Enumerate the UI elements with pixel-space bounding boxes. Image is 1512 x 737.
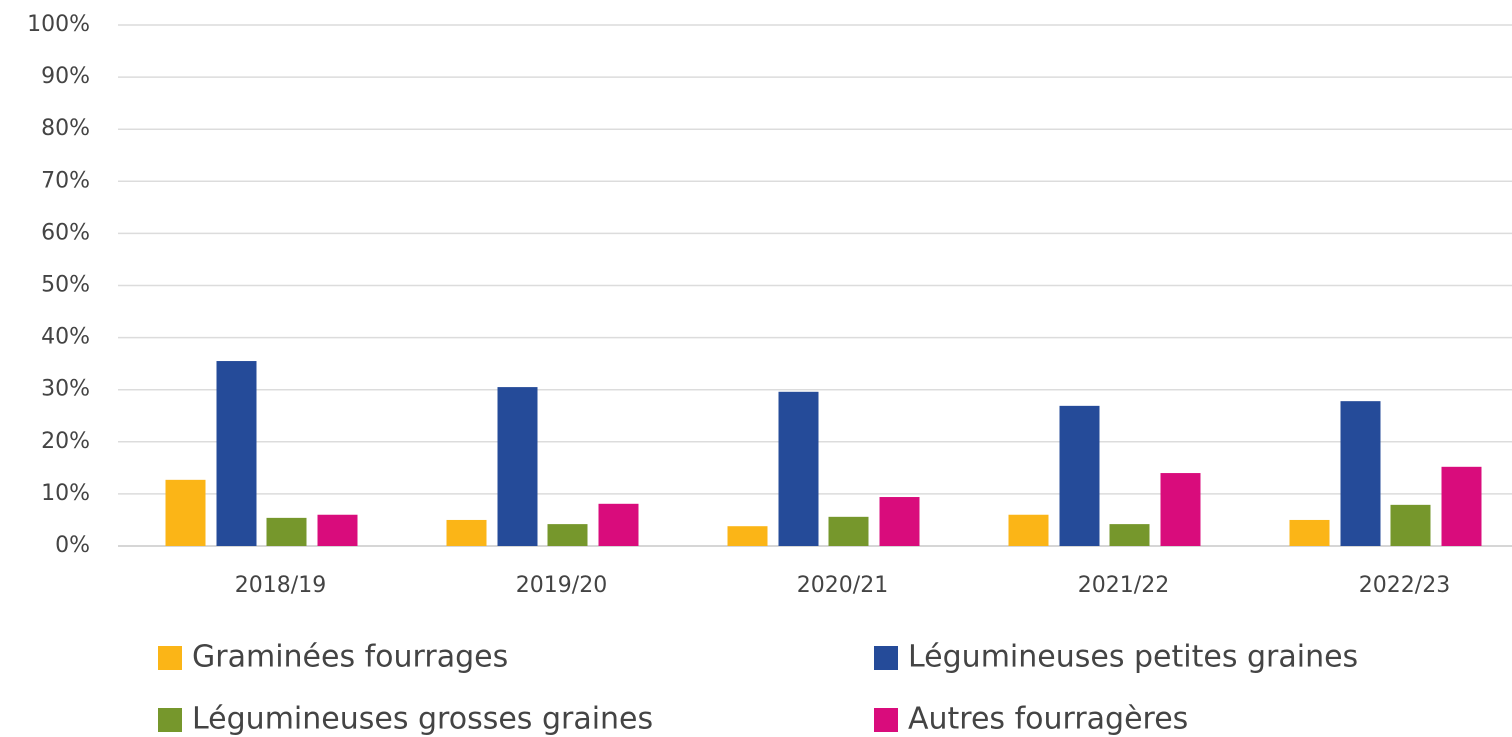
y-tick-label: 10% bbox=[41, 481, 90, 506]
bar bbox=[828, 516, 869, 546]
legend-label: Autres fourragères bbox=[908, 702, 1188, 737]
bar bbox=[598, 503, 639, 546]
y-tick-label: 70% bbox=[41, 168, 90, 193]
bar bbox=[727, 526, 768, 546]
bar bbox=[1059, 405, 1100, 546]
y-tick-label: 90% bbox=[41, 64, 90, 89]
y-tick-label: 40% bbox=[41, 325, 90, 350]
legend-swatch bbox=[158, 646, 182, 670]
legend-label: Légumineuses grosses graines bbox=[192, 702, 653, 737]
x-tick-label: 2020/21 bbox=[797, 573, 888, 598]
legend-label: Graminées fourrages bbox=[192, 640, 508, 675]
bar bbox=[317, 514, 358, 546]
y-tick-label: 60% bbox=[41, 220, 90, 245]
legend-label: Légumineuses petites graines bbox=[908, 640, 1358, 675]
y-tick-label: 0% bbox=[55, 533, 90, 558]
legend-swatch bbox=[874, 708, 898, 732]
bar bbox=[547, 524, 588, 546]
bar bbox=[1289, 519, 1330, 546]
bar bbox=[879, 497, 920, 546]
bar bbox=[497, 387, 538, 546]
bar bbox=[778, 391, 819, 546]
legend-swatch bbox=[874, 646, 898, 670]
bar bbox=[266, 517, 307, 546]
y-tick-label: 30% bbox=[41, 377, 90, 402]
x-tick-label: 2018/19 bbox=[235, 573, 326, 598]
bar bbox=[1340, 401, 1381, 546]
bar bbox=[165, 479, 206, 546]
bar bbox=[446, 519, 487, 546]
bar bbox=[1160, 473, 1201, 546]
y-tick-label: 80% bbox=[41, 116, 90, 141]
x-tick-label: 2019/20 bbox=[516, 573, 607, 598]
y-tick-label: 20% bbox=[41, 429, 90, 454]
x-tick-label: 2022/23 bbox=[1359, 573, 1450, 598]
x-tick-label: 2021/22 bbox=[1078, 573, 1169, 598]
bar bbox=[1390, 504, 1431, 546]
bar bbox=[1008, 514, 1049, 546]
bar bbox=[216, 361, 257, 546]
bar bbox=[1109, 524, 1150, 546]
bar bbox=[1441, 466, 1482, 546]
y-tick-label: 100% bbox=[27, 12, 90, 37]
y-tick-label: 50% bbox=[41, 273, 90, 298]
legend-swatch bbox=[158, 708, 182, 732]
